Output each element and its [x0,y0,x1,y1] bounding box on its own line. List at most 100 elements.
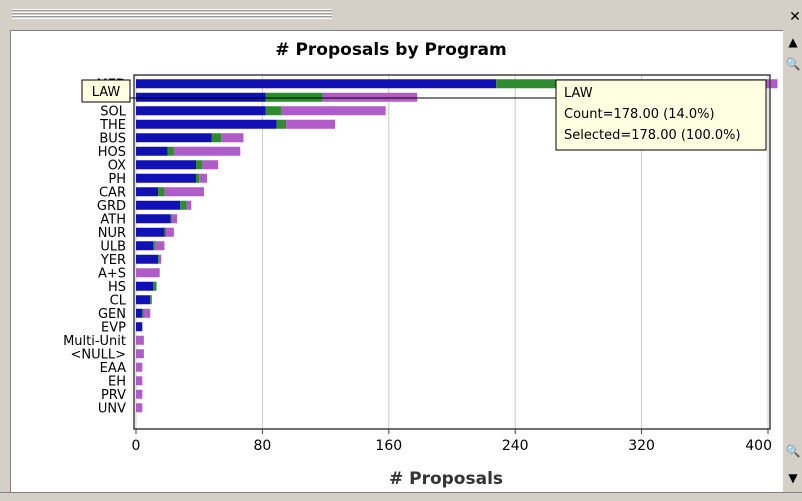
bar-2-segment-2[interactable] [281,106,386,116]
zoom-bottom-icon[interactable]: 🔍 [785,444,801,458]
bar-3-segment-2[interactable] [286,119,336,129]
category-label-21[interactable]: EAA [100,361,126,376]
bar-20-segment-2[interactable] [136,349,144,359]
category-label-9[interactable]: GRD [97,199,126,214]
category-label-14[interactable]: A+S [98,266,126,281]
scroll-up-icon[interactable]: ▲ [788,35,798,49]
category-label-2[interactable]: SOL [100,104,126,119]
bar-8-segment-0[interactable] [136,187,159,197]
x-tick-label-80: 80 [253,438,271,454]
category-label-10[interactable]: ATH [100,212,126,227]
bar-11-segment-2[interactable] [166,227,174,237]
close-icon[interactable]: ✕ [789,9,801,25]
bar-17-segment-1[interactable] [142,308,144,318]
bar-9-segment-2[interactable] [186,200,192,210]
category-label-23[interactable]: PRV [101,388,126,403]
category-label-12[interactable]: ULB [100,239,126,254]
x-tick-label-160: 160 [375,438,402,454]
vertical-scrollbar[interactable]: ▲ 🔍 🔍 ▼ [784,30,802,492]
bar-7-segment-1[interactable] [196,173,200,183]
bar-22-segment-2[interactable] [136,376,143,386]
bar-9-segment-1[interactable] [180,200,187,210]
bar-7-segment-0[interactable] [136,173,197,183]
bar-19-segment-2[interactable] [136,335,144,345]
bar-1-segment-1[interactable] [265,92,323,102]
bar-11-segment-1[interactable] [164,227,167,237]
bar-3-segment-1[interactable] [276,119,287,129]
bar-18-segment-0[interactable] [136,322,143,332]
category-label-15[interactable]: HS [108,280,126,295]
title-bar: ✕ [0,0,802,28]
zoom-top-icon[interactable]: 🔍 [785,57,801,71]
bar-13-segment-0[interactable] [136,254,159,264]
bar-17-segment-2[interactable] [143,308,151,318]
bar-13-segment-2[interactable] [159,254,162,264]
category-label-11[interactable]: NUR [98,226,126,241]
category-label-7[interactable]: PH [108,172,126,187]
bar-4-segment-2[interactable] [221,133,244,143]
bar-10-segment-0[interactable] [136,214,171,224]
bar-14-segment-2[interactable] [136,268,160,278]
bar-15-segment-0[interactable] [136,281,154,291]
bar-8-segment-2[interactable] [164,187,204,197]
bar-16-segment-0[interactable] [136,295,151,305]
bar-2-segment-1[interactable] [265,106,282,116]
category-label-13[interactable]: YER [100,253,126,268]
bar-1-segment-0[interactable] [136,92,266,102]
bar-0-segment-1[interactable] [496,79,560,89]
bar-24-segment-2[interactable] [136,403,143,413]
category-label-5[interactable]: HOS [98,145,126,160]
category-label-8[interactable]: CAR [99,185,126,200]
scroll-down-icon[interactable]: ▼ [788,471,798,485]
bar-10-segment-2[interactable] [172,214,178,224]
bar-23-segment-2[interactable] [136,389,143,399]
category-label-18[interactable]: EVP [101,320,126,335]
bar-9-segment-0[interactable] [136,200,181,210]
x-axis-label: # Proposals [389,469,503,489]
bar-6-segment-0[interactable] [136,160,197,170]
category-label-19[interactable]: Multi-Unit [63,334,126,349]
x-tick-label-400: 400 [745,438,772,454]
bar-7-segment-2[interactable] [199,173,208,183]
category-label-16[interactable]: CL [110,293,127,308]
window-grip[interactable] [12,9,332,19]
bar-13-segment-1[interactable] [158,254,160,264]
category-label-3[interactable]: THE [99,118,126,133]
category-label-4[interactable]: BUS [99,131,126,146]
bar-2-segment-0[interactable] [136,106,266,116]
bar-3-segment-0[interactable] [136,119,277,129]
x-tick-label-320: 320 [628,438,655,454]
bar-10-segment-1[interactable] [170,214,173,224]
highlight-label: LAW [92,85,121,100]
bar-12-segment-0[interactable] [136,241,154,251]
bar-11-segment-0[interactable] [136,227,165,237]
plot-frame [133,74,771,430]
tooltip-selected: Selected=178.00 (100.0%) [564,128,741,143]
tooltip: LAW Count=178.00 (14.0%) Selected=178.00… [555,79,767,151]
chart-panel: # Proposals by Program MEDLAWSOLTHEBUSHO… [10,30,783,493]
bar-12-segment-2[interactable] [154,241,165,251]
category-label-17[interactable]: GEN [98,307,126,322]
category-label-24[interactable]: UNV [98,401,126,416]
category-label-20[interactable]: <NULL> [70,347,126,362]
chart-title: # Proposals by Program [275,40,506,60]
bar-6-segment-1[interactable] [196,160,203,170]
bar-6-segment-2[interactable] [202,160,219,170]
category-label-22[interactable]: EH [108,374,126,389]
bar-0-segment-0[interactable] [136,79,497,89]
x-tick-label-0: 0 [132,438,141,454]
bar-8-segment-1[interactable] [158,187,165,197]
bar-21-segment-2[interactable] [136,362,143,372]
category-label-6[interactable]: OX [108,158,126,173]
bar-17-segment-0[interactable] [136,308,143,318]
bar-1-segment-2[interactable] [322,92,418,102]
bar-4-segment-0[interactable] [136,133,212,143]
bar-16-segment-1[interactable] [150,295,152,305]
bar-4-segment-1[interactable] [211,133,222,143]
bar-5-segment-2[interactable] [173,146,241,156]
bar-5-segment-0[interactable] [136,146,168,156]
bar-12-segment-1[interactable] [153,241,155,251]
tooltip-count: Count=178.00 (14.0%) [564,107,715,122]
bar-15-segment-1[interactable] [153,281,157,291]
bar-5-segment-1[interactable] [167,146,174,156]
